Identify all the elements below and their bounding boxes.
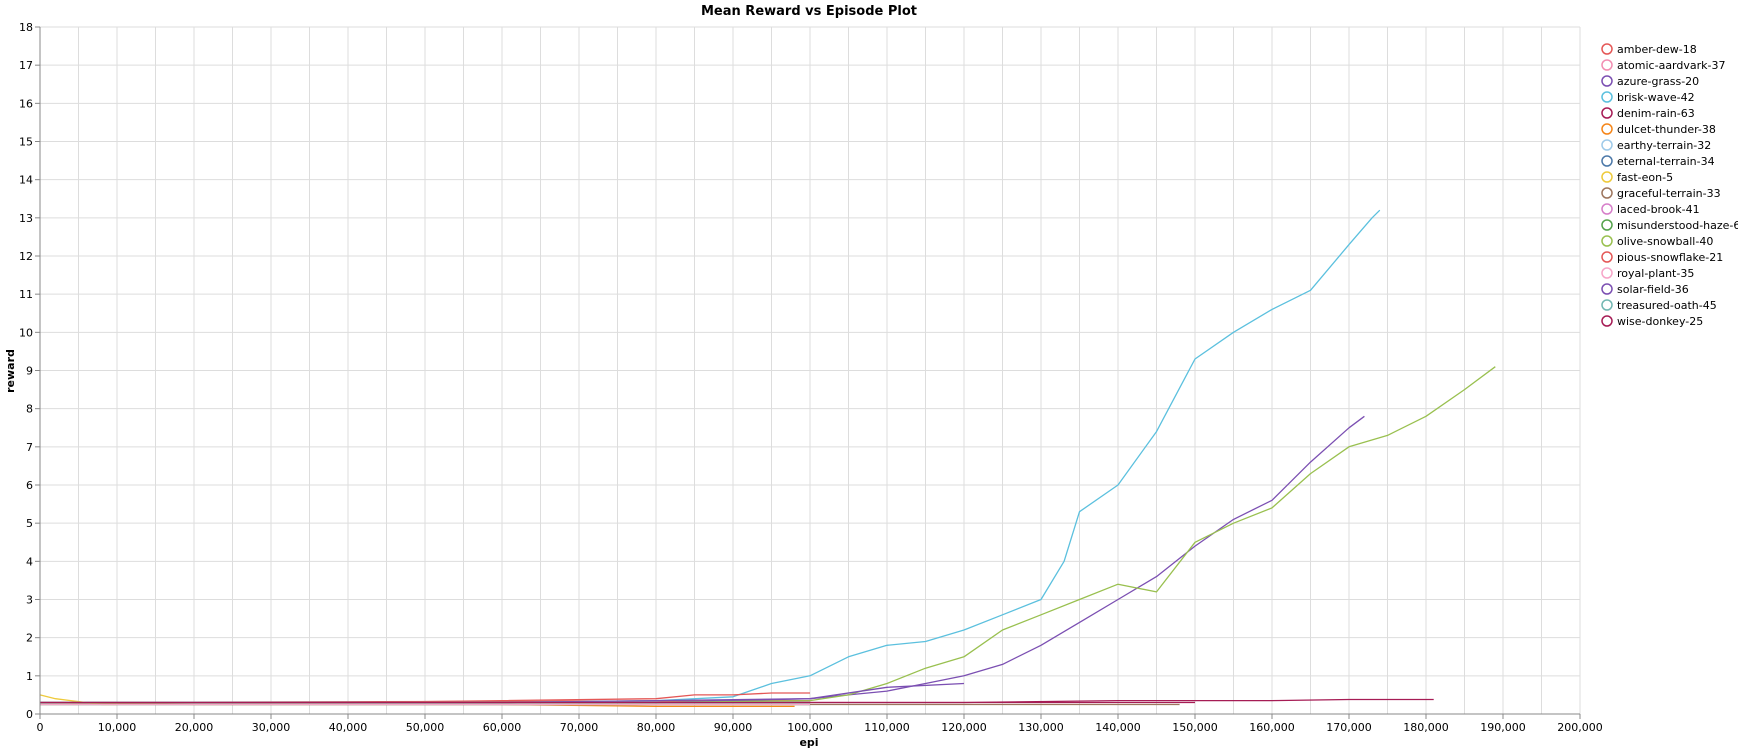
legend-label: royal-plant-35 bbox=[1617, 267, 1694, 280]
legend-label: fast-eon-5 bbox=[1617, 171, 1673, 184]
legend-label: denim-rain-63 bbox=[1617, 107, 1695, 120]
y-tick-label: 6 bbox=[26, 479, 33, 492]
x-tick-label: 60,000 bbox=[483, 721, 522, 734]
y-tick-label: 2 bbox=[26, 632, 33, 645]
legend-label: graceful-terrain-33 bbox=[1617, 187, 1721, 200]
y-tick-label: 13 bbox=[19, 212, 33, 225]
x-tick-label: 170,000 bbox=[1326, 721, 1372, 734]
legend-swatch bbox=[1601, 107, 1613, 119]
legend-swatch bbox=[1601, 219, 1613, 231]
legend-swatch bbox=[1601, 123, 1613, 135]
x-tick-label: 110,000 bbox=[864, 721, 910, 734]
x-tick-label: 0 bbox=[37, 721, 44, 734]
y-tick-label: 12 bbox=[19, 250, 33, 263]
legend-swatch bbox=[1601, 155, 1613, 167]
x-tick-label: 90,000 bbox=[714, 721, 753, 734]
y-tick-label: 1 bbox=[26, 670, 33, 683]
y-tick-label: 7 bbox=[26, 441, 33, 454]
axes: 0 10,000 20,000 30,000 40,000 50,000 60,000 70,… bbox=[19, 21, 1603, 734]
legend-swatch bbox=[1601, 43, 1613, 55]
legend-label: earthy-terrain-32 bbox=[1617, 139, 1711, 152]
x-tick-label: 40,000 bbox=[329, 721, 368, 734]
x-tick-label: 10,000 bbox=[98, 721, 137, 734]
y-tick-label: 18 bbox=[19, 21, 33, 34]
legend-label: laced-brook-41 bbox=[1617, 203, 1700, 216]
grid bbox=[39, 26, 1581, 715]
series-layer bbox=[39, 209, 1496, 708]
legend-swatch bbox=[1601, 299, 1613, 311]
y-axis-title: reward bbox=[4, 349, 17, 393]
y-tick-label: 11 bbox=[19, 288, 33, 301]
legend-label: azure-grass-20 bbox=[1617, 75, 1699, 88]
x-tick-label: 130,000 bbox=[1018, 721, 1064, 734]
x-tick-label: 160,000 bbox=[1249, 721, 1295, 734]
legend-swatch bbox=[1601, 171, 1613, 183]
x-axis-title: epi bbox=[799, 736, 818, 749]
x-tick-label: 20,000 bbox=[175, 721, 214, 734]
legend-swatch bbox=[1601, 75, 1613, 87]
y-tick-label: 17 bbox=[19, 59, 33, 72]
x-tick-label: 180,000 bbox=[1403, 721, 1449, 734]
x-tick-label: 140,000 bbox=[1095, 721, 1141, 734]
y-tick-label: 10 bbox=[19, 326, 33, 339]
x-tick-label: 120,000 bbox=[941, 721, 987, 734]
legend-swatch bbox=[1601, 267, 1613, 279]
legend-label: atomic-aardvark-37 bbox=[1617, 59, 1725, 72]
legend-label: pious-snowflake-21 bbox=[1617, 251, 1723, 264]
legend-swatch bbox=[1601, 187, 1613, 199]
y-tick-label: 0 bbox=[26, 708, 33, 721]
y-tick-label: 15 bbox=[19, 136, 33, 149]
legend-swatch bbox=[1601, 315, 1613, 327]
x-tick-label: 200,000 bbox=[1557, 721, 1603, 734]
legend-swatch bbox=[1601, 283, 1613, 295]
legend-swatch bbox=[1601, 203, 1613, 215]
y-tick-label: 4 bbox=[26, 555, 33, 568]
legend-swatch bbox=[1601, 251, 1613, 263]
y-tick-label: 9 bbox=[26, 365, 33, 378]
series-line-azure-grass-20 bbox=[40, 415, 1365, 704]
legend-label: brisk-wave-42 bbox=[1617, 91, 1695, 104]
legend-label: treasured-oath-45 bbox=[1617, 299, 1717, 312]
y-tick-label: 3 bbox=[26, 594, 33, 607]
legend-label: olive-snowball-40 bbox=[1617, 235, 1713, 248]
y-tick-label: 16 bbox=[19, 97, 33, 110]
x-tick-label: 100,000 bbox=[787, 721, 833, 734]
legend-label: dulcet-thunder-38 bbox=[1617, 123, 1716, 136]
series-line-brisk-wave-42 bbox=[40, 209, 1381, 704]
x-tick-label: 70,000 bbox=[560, 721, 599, 734]
x-tick-label: 190,000 bbox=[1480, 721, 1526, 734]
x-tick-label: 80,000 bbox=[637, 721, 676, 734]
legend-swatch bbox=[1601, 59, 1613, 71]
legend-label: solar-field-36 bbox=[1617, 283, 1689, 296]
y-tick-label: 5 bbox=[26, 517, 33, 530]
legend-label: amber-dew-18 bbox=[1617, 43, 1697, 56]
x-tick-label: 150,000 bbox=[1172, 721, 1218, 734]
chart-title: Mean Reward vs Episode Plot bbox=[701, 4, 917, 19]
legend-swatch bbox=[1601, 91, 1613, 103]
series-line-olive-snowball-40 bbox=[40, 366, 1496, 704]
y-tick-label: 14 bbox=[19, 174, 33, 187]
legend-label: eternal-terrain-34 bbox=[1617, 155, 1715, 168]
x-tick-label: 30,000 bbox=[252, 721, 291, 734]
y-tick-label: 8 bbox=[26, 403, 33, 416]
legend-swatch bbox=[1601, 235, 1613, 247]
legend-label: wise-donkey-25 bbox=[1617, 315, 1703, 328]
legend-label: misunderstood-haze-62 bbox=[1617, 219, 1738, 232]
x-tick-label: 50,000 bbox=[406, 721, 445, 734]
legend: amber-dew-18 atomic-aardvark-37 azure-gras… bbox=[1601, 43, 1738, 328]
legend-swatch bbox=[1601, 139, 1613, 151]
